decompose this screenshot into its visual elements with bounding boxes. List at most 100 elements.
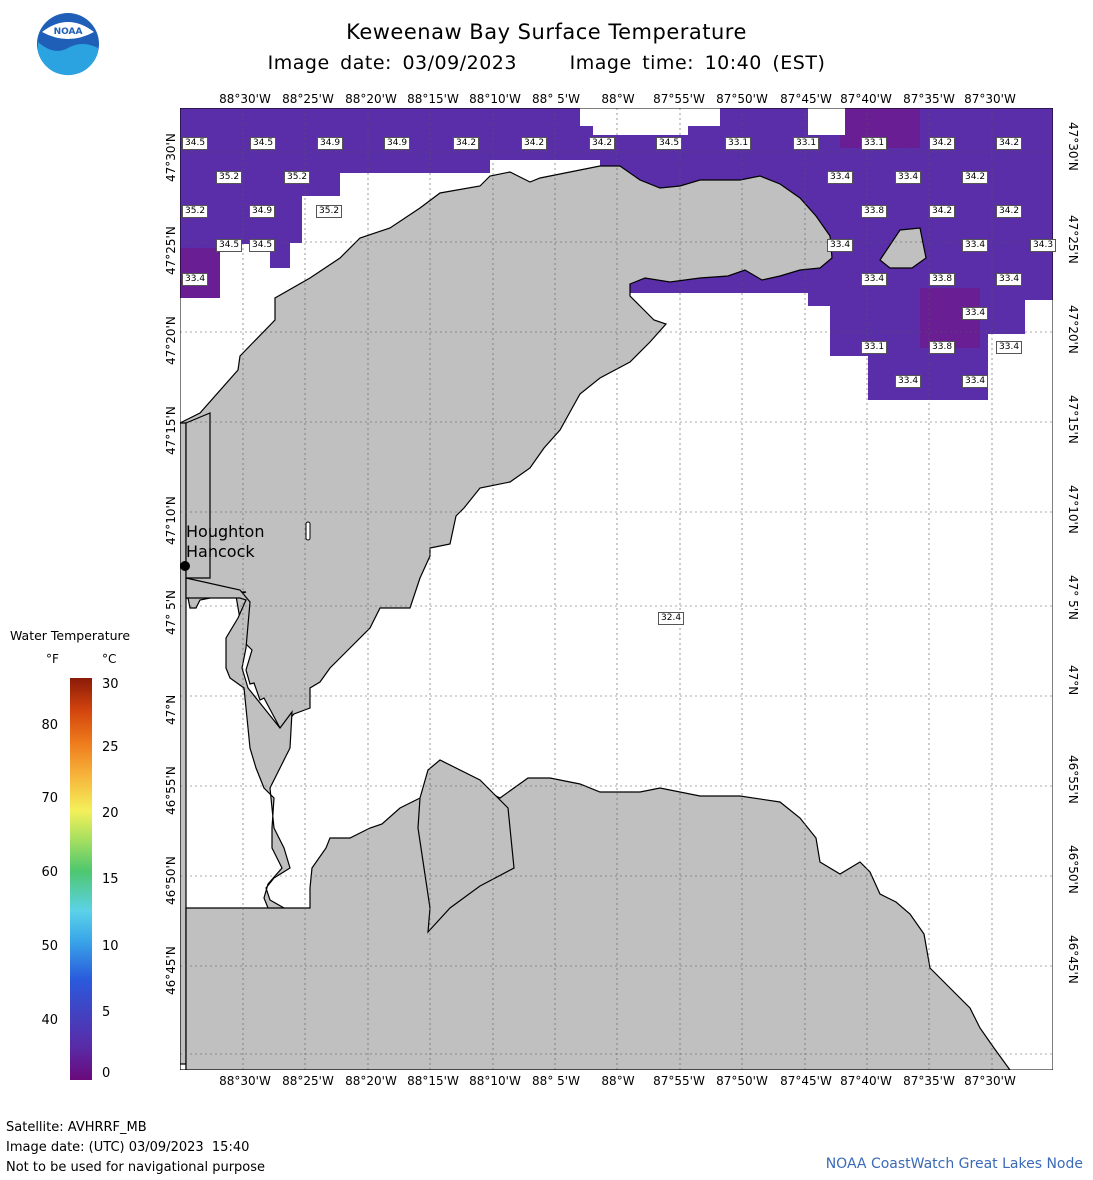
legend-tick-c: 5 [102, 1005, 111, 1020]
lon-label-bottom: 88°30'W [219, 1074, 271, 1088]
legend-tick-c: 10 [102, 939, 119, 954]
lon-label-top: 87°30'W [964, 92, 1016, 106]
footer-satellite: Satellite: AVHRRF_MB [6, 1120, 147, 1135]
lon-label-bottom: 87°45'W [780, 1074, 832, 1088]
lat-label-left: 47° 5'N [164, 590, 178, 635]
lon-label-top: 87°40'W [840, 92, 892, 106]
legend-title: Water Temperature [10, 628, 131, 643]
lon-label-bottom: 88°25'W [282, 1074, 334, 1088]
place-label-hancock: Hancock [186, 542, 255, 561]
temperature-label: 34.9 [249, 205, 276, 218]
temperature-label: 32.4 [658, 612, 685, 625]
temperature-label: 34.5 [249, 239, 276, 252]
lat-label-left: 47°30'N [164, 133, 178, 182]
lat-label-left: 46°45'N [164, 946, 178, 995]
temperature-label: 33.4 [962, 239, 989, 252]
temperature-label: 33.4 [996, 341, 1023, 354]
map-title: Keweenaw Bay Surface Temperature [346, 20, 747, 44]
lon-label-top: 87°45'W [780, 92, 832, 106]
lon-label-bottom: 87°30'W [964, 1074, 1016, 1088]
temperature-label: 34.9 [317, 137, 344, 150]
temperature-label: 33.4 [895, 171, 922, 184]
map-subtitle: Image date: 03/09/2023 Image time: 10:40… [267, 52, 826, 74]
legend-unit-f: °F [46, 652, 59, 666]
temperature-label: 34.5 [250, 137, 277, 150]
lon-label-top: 87°35'W [903, 92, 955, 106]
lon-label-bottom: 87°50'W [716, 1074, 768, 1088]
temperature-label: 33.8 [929, 273, 956, 286]
land [180, 165, 1011, 1070]
temperature-label: 34.2 [996, 137, 1023, 150]
legend-unit-c: °C [102, 652, 117, 666]
temperature-label: 34.2 [929, 205, 956, 218]
temperature-label: 34.5 [656, 137, 683, 150]
footer-disclaimer: Not to be used for navigational purpose [6, 1160, 266, 1175]
place-label-houghton: Houghton [186, 522, 265, 541]
lat-label-right: 46°55'N [1066, 755, 1080, 804]
lat-label-right: 47°15'N [1066, 395, 1080, 444]
temperature-label: 33.4 [962, 307, 989, 320]
lon-label-top: 88°30'W [219, 92, 271, 106]
temperature-label: 33.1 [861, 341, 888, 354]
temperature-label: 33.4 [827, 239, 854, 252]
lat-label-left: 46°55'N [164, 766, 178, 815]
temperature-label: 33.4 [827, 171, 854, 184]
temperature-colorbar [70, 678, 92, 1080]
temperature-label: 33.4 [861, 273, 888, 286]
temperature-label: 33.8 [929, 341, 956, 354]
logo-text: NOAA [54, 27, 83, 37]
lat-label-right: 47°25'N [1066, 215, 1080, 264]
temperature-label: 33.4 [895, 375, 922, 388]
lon-label-top: 88°W [601, 92, 635, 106]
lat-label-right: 47° 5'N [1066, 575, 1080, 620]
temperature-label: 35.2 [216, 171, 243, 184]
noaa-logo: NOAA [36, 12, 100, 76]
lon-label-bottom: 87°55'W [653, 1074, 705, 1088]
temperature-label: 34.2 [929, 137, 956, 150]
temperature-label: 33.4 [182, 273, 209, 286]
legend-tick-c: 15 [102, 872, 119, 887]
legend-tick-c: 0 [102, 1066, 111, 1081]
temperature-label: 33.1 [861, 137, 888, 150]
legend-tick-f: 40 [41, 1013, 58, 1028]
lon-label-bottom: 88° 5'W [532, 1074, 580, 1088]
lon-label-top: 88° 5'W [532, 92, 580, 106]
temperature-label: 33.4 [996, 273, 1023, 286]
footer-utc-date: Image date: (UTC) 03/09/2023 15:40 [6, 1140, 250, 1155]
lat-label-right: 46°45'N [1066, 935, 1080, 984]
temperature-label: 34.5 [182, 137, 209, 150]
temperature-label: 35.2 [182, 205, 209, 218]
temperature-label: 33.1 [793, 137, 820, 150]
temperature-label: 34.2 [453, 137, 480, 150]
lon-label-bottom: 88°W [601, 1074, 635, 1088]
temperature-label: 34.2 [962, 171, 989, 184]
lat-label-right: 47°20'N [1066, 305, 1080, 354]
city-marker [180, 561, 190, 571]
lon-label-bottom: 88°10'W [469, 1074, 521, 1088]
lon-label-bottom: 88°15'W [407, 1074, 459, 1088]
temperature-label: 34.2 [521, 137, 548, 150]
temperature-label: 34.2 [996, 205, 1023, 218]
legend-tick-c: 30 [102, 677, 119, 692]
lon-label-bottom: 88°20'W [345, 1074, 397, 1088]
temperature-label: 35.2 [316, 205, 343, 218]
temperature-label: 34.2 [589, 137, 616, 150]
footer-info: Satellite: AVHRRF_MB Image date: (UTC) 0… [6, 1118, 265, 1178]
temperature-label: 34.9 [384, 137, 411, 150]
temperature-label: 33.1 [725, 137, 752, 150]
lat-label-left: 47°10'N [164, 496, 178, 545]
lat-label-right: 47°10'N [1066, 485, 1080, 534]
graticule [180, 108, 1053, 1070]
lat-label-left: 46°50'N [164, 856, 178, 905]
lat-label-right: 47°30'N [1066, 122, 1080, 171]
footer-credit: NOAA CoastWatch Great Lakes Node [825, 1156, 1083, 1172]
lon-label-top: 88°20'W [345, 92, 397, 106]
lon-label-top: 88°10'W [469, 92, 521, 106]
surface-temperature-map [180, 108, 1053, 1070]
lon-label-top: 88°15'W [407, 92, 459, 106]
lon-label-top: 88°25'W [282, 92, 334, 106]
lat-label-left: 47°20'N [164, 316, 178, 365]
temperature-label: 33.8 [861, 205, 888, 218]
legend-tick-f: 60 [41, 865, 58, 880]
legend-tick-c: 25 [102, 740, 119, 755]
